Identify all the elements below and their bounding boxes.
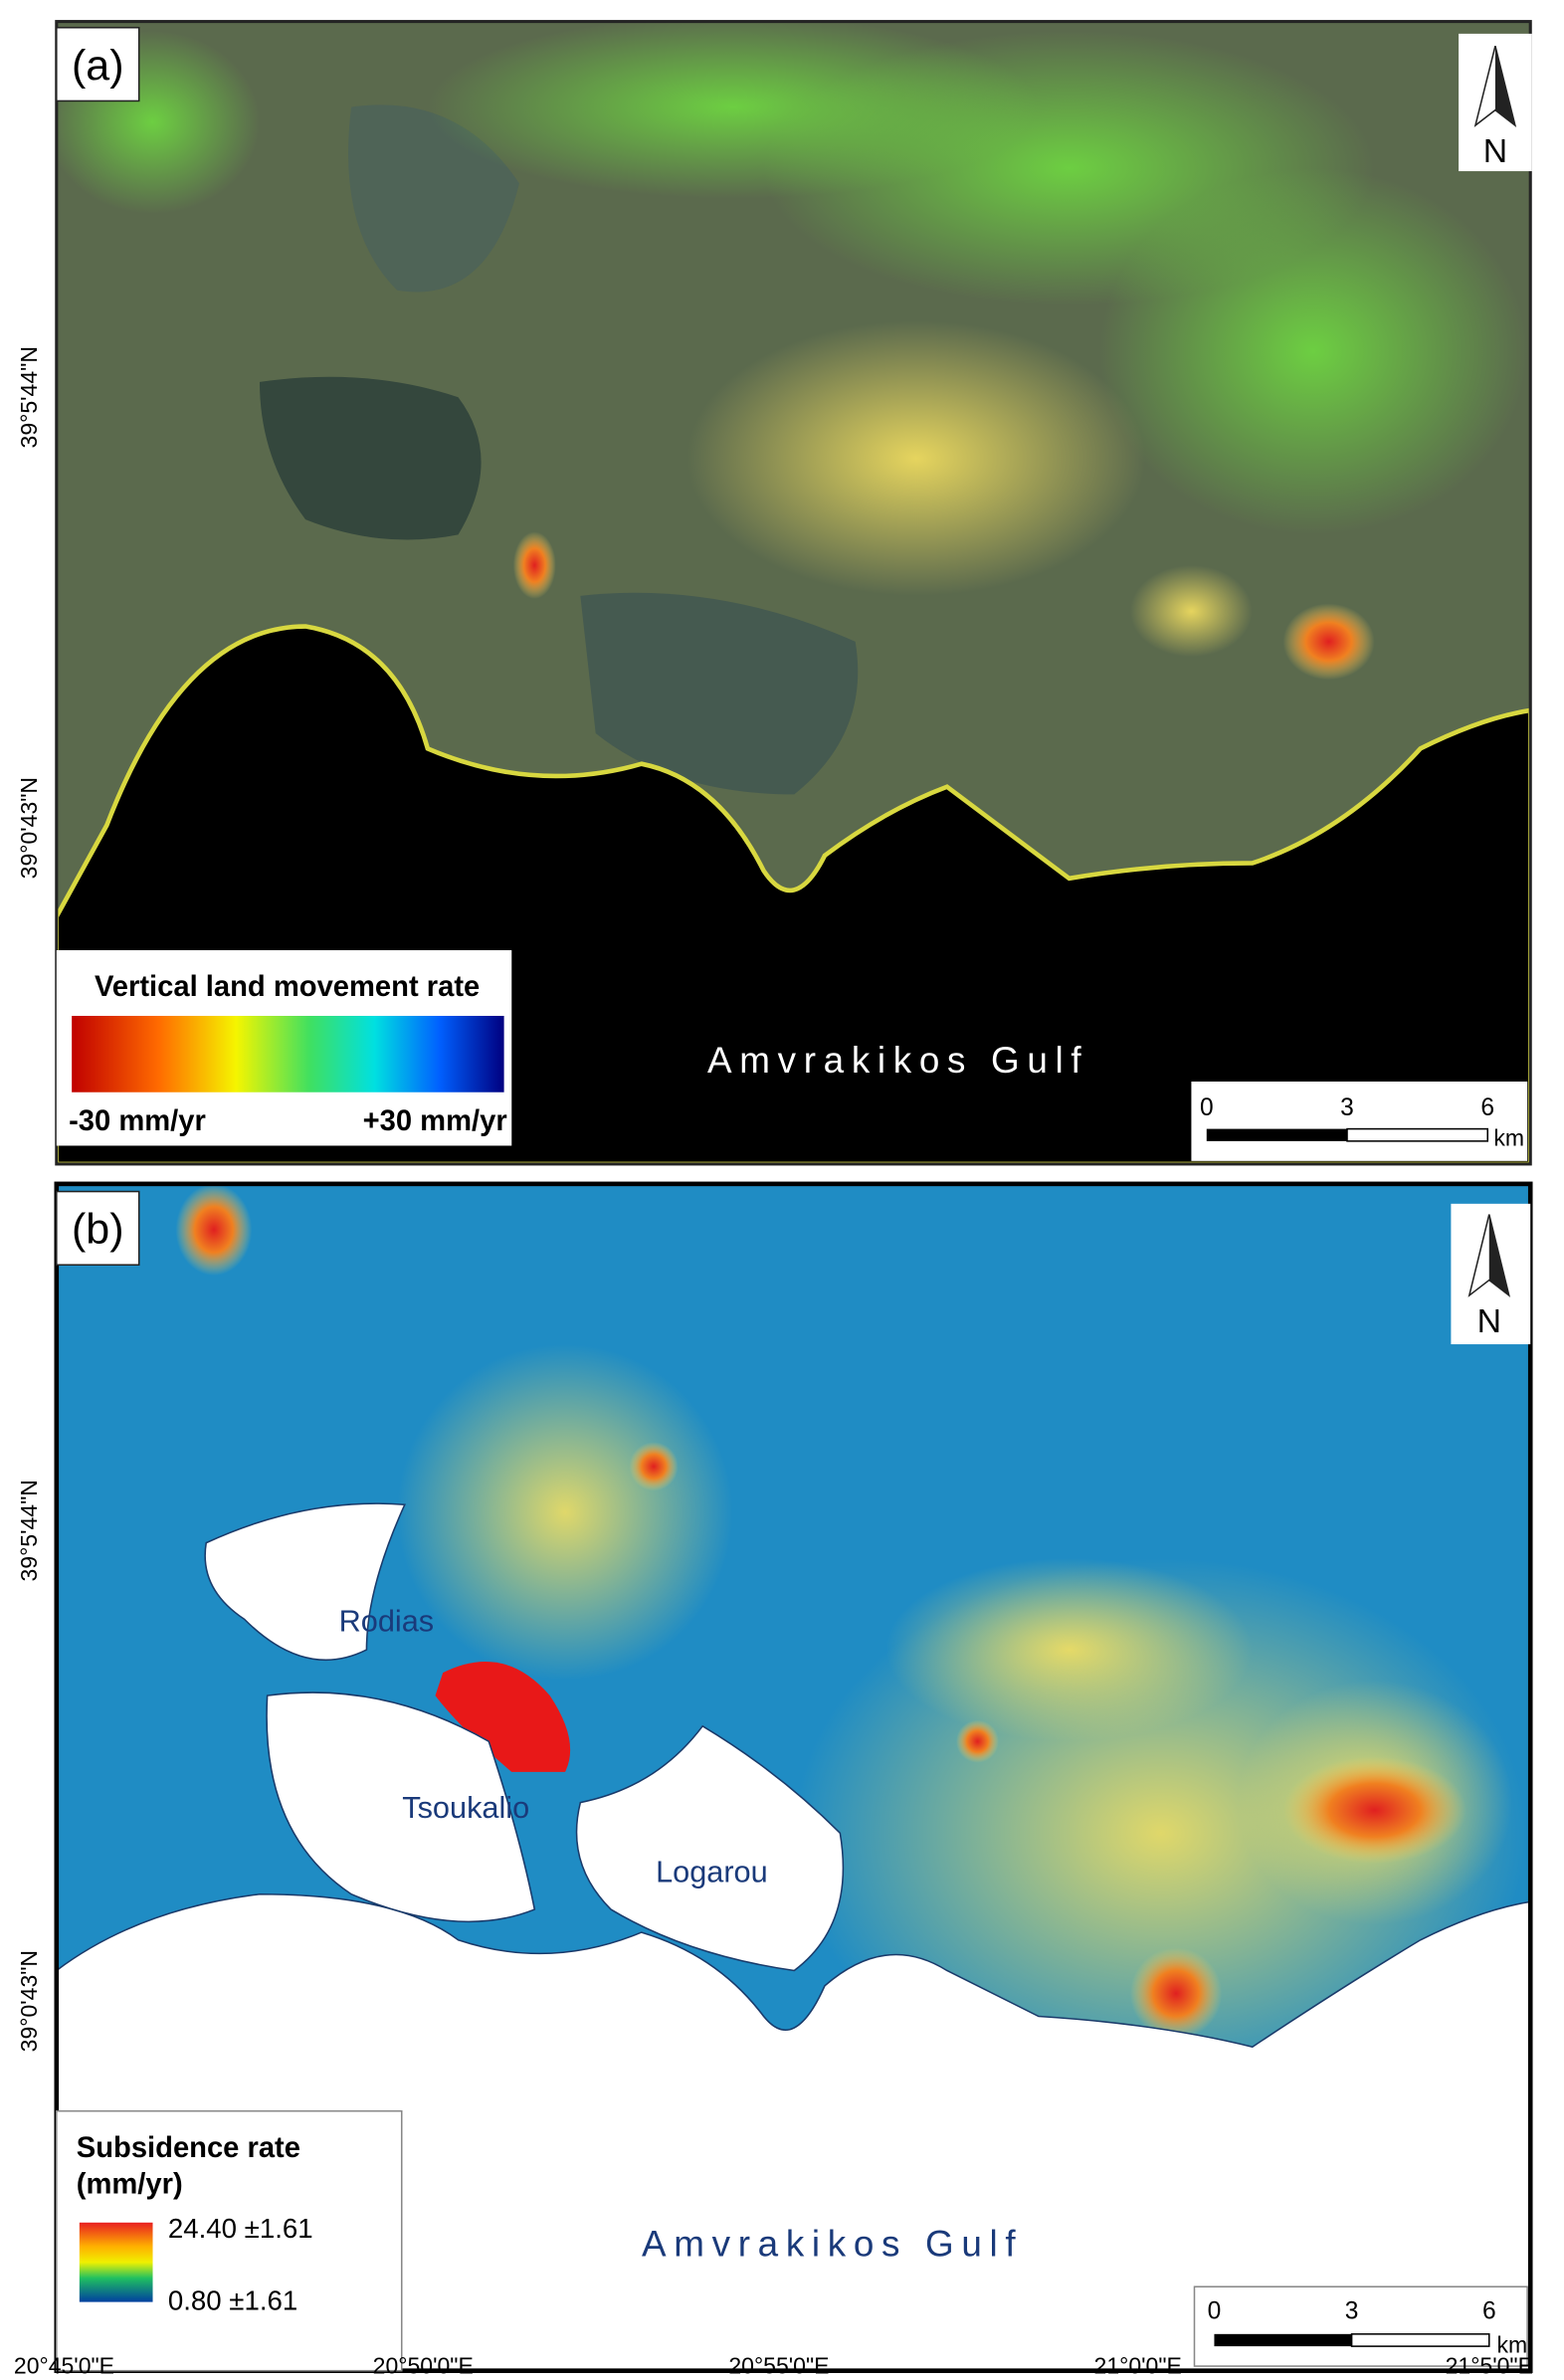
- scale-tick: 3: [1340, 1094, 1354, 1121]
- subsidence-map: [56, 1183, 1531, 2371]
- water-label: Amvrakikos Gulf: [707, 1040, 1088, 1081]
- scale-bar: [1214, 2333, 1352, 2347]
- water-label: Amvrakikos Gulf: [642, 2224, 1023, 2265]
- lon-label: 21°5'0"E: [1446, 2353, 1533, 2379]
- lat-label: 39°5'44"N: [16, 1480, 42, 1581]
- lon-label: 20°50'0"E: [373, 2353, 474, 2379]
- legend-colorbar: [72, 1015, 504, 1092]
- panel-frame: [55, 20, 1532, 1166]
- place-label: Tsoukalio: [402, 1790, 529, 1825]
- panel-label-box: [56, 26, 140, 102]
- legend-title: Subsidence rate: [77, 2132, 300, 2164]
- legend-unit: (mm/yr): [77, 2169, 183, 2201]
- scale-bar: [1206, 1128, 1348, 1141]
- gulf: [56, 1892, 1531, 2371]
- lat-label: 39°0'43"N: [16, 777, 42, 879]
- legend-title: Vertical land movement rate: [95, 971, 480, 1003]
- scale-tick: 0: [1208, 2297, 1222, 2324]
- legend-max: +30 mm/yr: [363, 1105, 507, 1137]
- lat-label: 39°0'43"N: [16, 1950, 42, 2052]
- scale-unit: km: [1493, 1124, 1524, 1150]
- lat-label: 39°5'44"N: [16, 346, 42, 448]
- panel-frame: [54, 1181, 1533, 2373]
- scale-unit: km: [1496, 2331, 1527, 2357]
- north-label: N: [1477, 1302, 1501, 1340]
- scale-tick: 6: [1482, 2297, 1496, 2324]
- panel-label: (b): [72, 1206, 124, 1254]
- legend-min: 0.80 ±1.61: [168, 2284, 297, 2315]
- lon-label: 20°55'0"E: [728, 2353, 829, 2379]
- scale-bar-box: [1193, 2285, 1528, 2367]
- scale-tick: 0: [1200, 1094, 1214, 1121]
- north-label: N: [1483, 132, 1507, 170]
- place-label: Logarou: [656, 1854, 768, 1888]
- legend-max: 24.40 ±1.61: [168, 2213, 313, 2244]
- scale-tick: 3: [1345, 2297, 1359, 2324]
- scale-bar-box: [1191, 1082, 1528, 1161]
- legend-min: -30 mm/yr: [69, 1105, 206, 1137]
- panel-label-box: [56, 1190, 140, 1266]
- satellite-map: [56, 21, 1531, 1164]
- place-label: Rodias: [339, 1604, 435, 1639]
- panel-label: (a): [72, 42, 124, 90]
- lon-label: 20°45'0"E: [14, 2353, 114, 2379]
- legend-colorbar: [79, 2222, 153, 2302]
- scale-tick: 6: [1480, 1094, 1494, 1121]
- lon-label: 21°0'0"E: [1094, 2353, 1182, 2379]
